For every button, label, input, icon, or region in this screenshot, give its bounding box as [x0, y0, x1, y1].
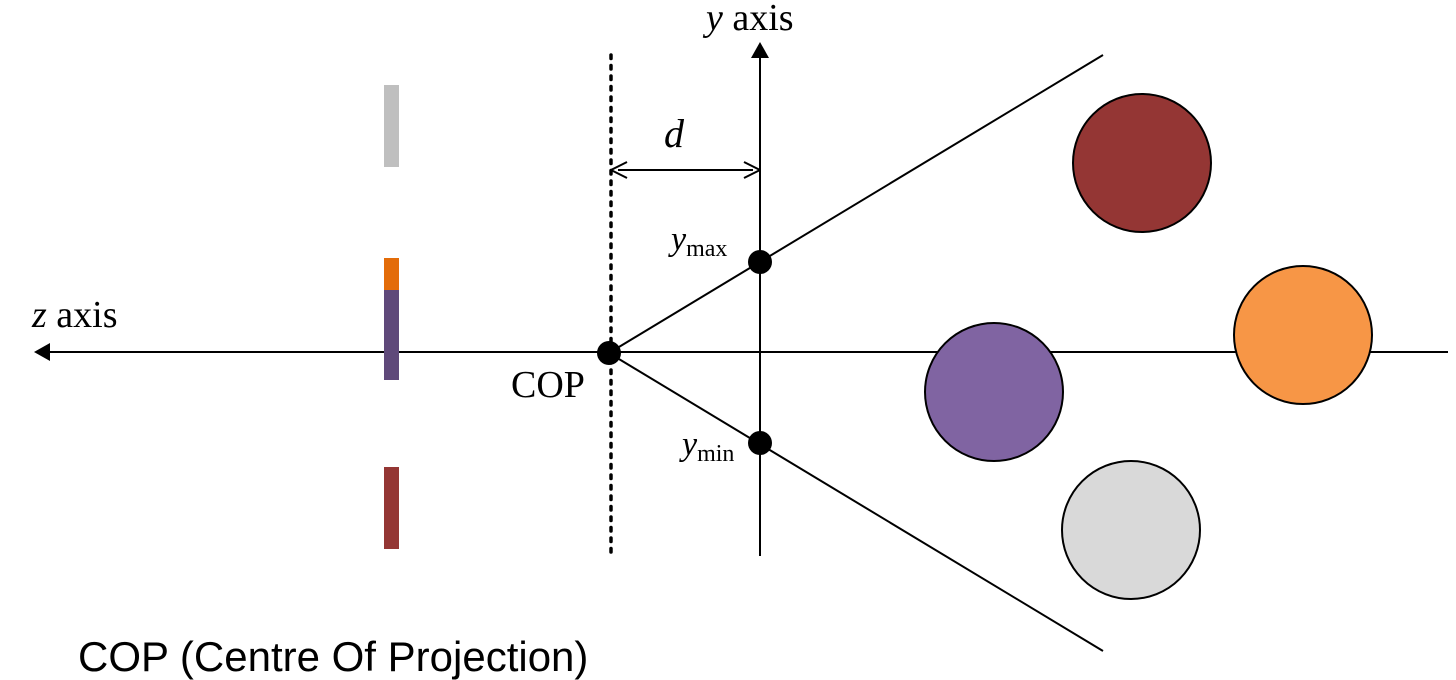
z-axis-arrowhead	[34, 343, 50, 361]
distance-d-left-arrowhead	[610, 161, 628, 179]
ymax-label: ymax	[668, 221, 727, 262]
cop-label: COP	[511, 364, 585, 406]
orange-sphere	[1233, 265, 1373, 405]
projected-red-bar	[384, 467, 399, 549]
frustum-lower-line	[608, 352, 1104, 652]
projected-orange-bar	[384, 258, 399, 291]
y-axis-arrowhead	[751, 42, 769, 58]
frustum-upper-line	[608, 54, 1104, 354]
z-axis-label: z axis	[31, 294, 118, 336]
projected-purple-bar	[384, 290, 399, 380]
light-gray-sphere	[1061, 460, 1201, 600]
cop-point	[597, 341, 621, 365]
ymax-point	[748, 250, 772, 274]
projected-gray-bar	[384, 85, 399, 167]
ymin-point	[748, 431, 772, 455]
distance-d-label: d	[664, 111, 685, 156]
distance-d-right-arrowhead	[743, 161, 761, 179]
purple-sphere	[924, 322, 1064, 462]
dark-red-sphere	[1072, 93, 1212, 233]
y-axis-label: y axis	[702, 0, 794, 39]
ymin-label: ymin	[679, 426, 734, 467]
caption: COP (Centre Of Projection)	[78, 633, 588, 680]
